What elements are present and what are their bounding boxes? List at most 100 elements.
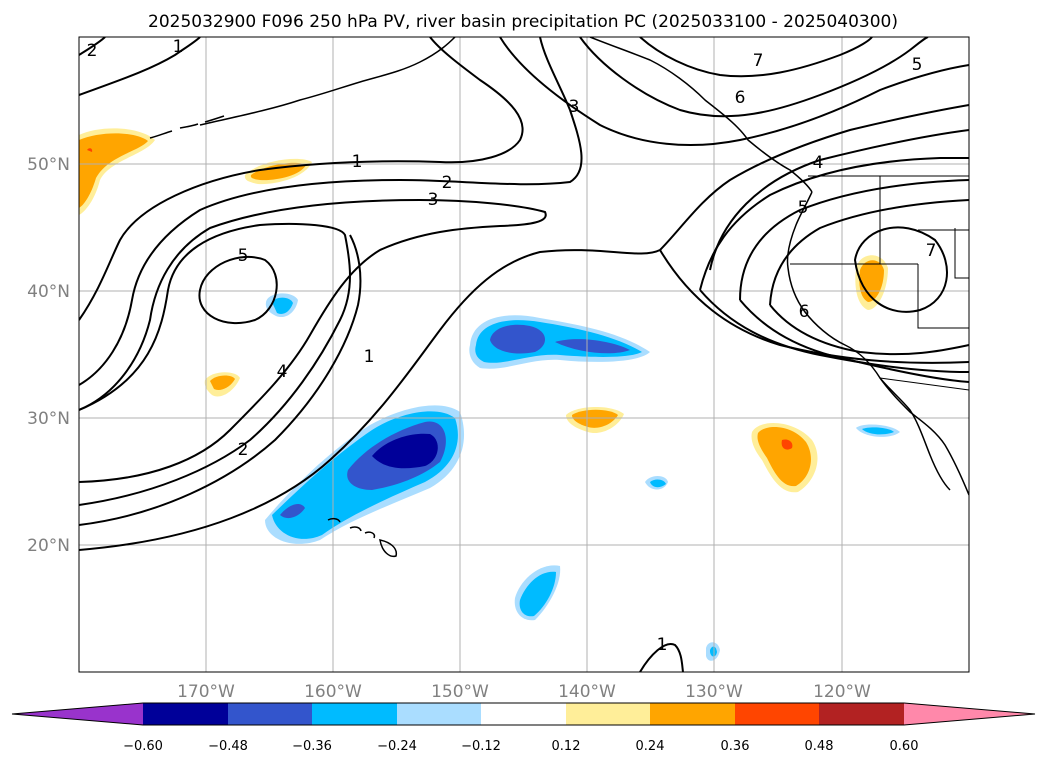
negative-anomaly-region (862, 427, 894, 435)
contour-label: 5 (912, 55, 923, 75)
colorbar-segment (143, 703, 228, 725)
pv-contour (79, 234, 362, 526)
positive-anomaly-region (757, 426, 811, 487)
north-america-west-coastline (786, 191, 969, 496)
contour-label: 7 (926, 241, 937, 261)
us-state-borders (790, 176, 969, 329)
map-frame (78, 36, 970, 673)
lat-label: 50°N (27, 155, 70, 175)
colorbar-outline (11, 702, 1036, 726)
colorbar-segment (650, 703, 735, 725)
positive-anomaly-region (79, 133, 148, 208)
colorbar-segment (312, 703, 397, 725)
contour-label: 6 (799, 302, 810, 322)
pv-contour (579, 37, 929, 118)
lon-label: 160°W (304, 682, 362, 702)
negative-anomaly-region (555, 339, 630, 354)
pv-contour (739, 299, 969, 383)
negative-anomaly-region (280, 504, 305, 519)
colorbar-tick-label: −0.36 (292, 739, 332, 754)
negative-anomaly-region (372, 433, 438, 469)
colorbar-segment (397, 703, 481, 725)
negative-anomaly-region (490, 324, 546, 354)
longitude-labels: 170°W 160°W 150°W 140°W 130°W 120°W (177, 682, 871, 702)
contour-label: 6 (735, 88, 746, 108)
colorbar-segment (481, 703, 566, 725)
pv-contour (79, 37, 106, 56)
pv-contour (499, 37, 969, 146)
pv-contour (769, 199, 969, 306)
colorbar-tick-label: 0.24 (636, 739, 665, 754)
colorbar-segment (735, 703, 819, 725)
colorbar-tick-label: −0.60 (123, 739, 163, 754)
colorbar-extend-high (904, 703, 1035, 725)
aleutian-islands (149, 115, 225, 139)
colorbar-tick-label: 0.12 (552, 739, 581, 754)
pv-contour (639, 643, 684, 672)
contour-label: 2 (442, 173, 453, 193)
contour-label: 1 (364, 347, 375, 367)
latitude-labels: 20°N 30°N 40°N 50°N (27, 155, 70, 556)
pv-contour (79, 37, 201, 96)
borders (790, 175, 969, 391)
pv-contour (79, 37, 583, 386)
pv-contour (79, 222, 351, 506)
lon-label: 120°W (813, 682, 871, 702)
lon-label: 140°W (558, 682, 616, 702)
colorbar-tick-label: 0.36 (721, 739, 750, 754)
contour-label: 1 (173, 37, 184, 57)
pv-contour (659, 104, 969, 251)
pv-contour (853, 226, 948, 313)
contour-label: 1 (657, 635, 668, 655)
negative-anomaly-region (650, 479, 666, 488)
colorbar-segment (819, 703, 904, 725)
colorbar: −0.60 −0.48 −0.36 −0.24 −0.12 0.12 0.24 … (11, 702, 1036, 754)
pv-contours (79, 37, 969, 672)
contour-label: 5 (238, 246, 249, 266)
contour-label: 4 (277, 362, 288, 382)
pv-contour (769, 304, 969, 356)
lat-label: 30°N (27, 409, 70, 429)
lat-label: 20°N (27, 536, 70, 556)
contour-label: 3 (569, 97, 580, 117)
positive-anomaly-region (781, 439, 793, 450)
hawaii-islands (327, 517, 398, 558)
colorbar-tick-label: 0.60 (890, 739, 919, 754)
positive-anomaly-region (87, 148, 93, 152)
lon-label: 170°W (177, 682, 235, 702)
positive-anomaly-region (210, 375, 235, 390)
graticule (79, 37, 969, 672)
contour-labels: 2 1 1 2 3 5 4 2 1 3 7 6 5 4 5 6 7 1 (87, 37, 937, 655)
baja-coastline (879, 377, 951, 491)
pv-contour (659, 249, 969, 364)
contour-label: 4 (813, 153, 824, 173)
pv-contour (699, 157, 969, 291)
contour-label: 1 (352, 152, 363, 172)
colorbar-segment (566, 703, 650, 725)
map-area: 2 1 1 2 3 5 4 2 1 3 7 6 5 4 5 6 7 1 (79, 37, 969, 672)
pv-contour (79, 198, 547, 483)
colorbar-segment (228, 703, 312, 725)
colorbar-extend-low (12, 703, 143, 725)
pv-contour (739, 179, 969, 301)
colorbar-tick-label: −0.48 (208, 739, 248, 754)
contour-label: 2 (87, 41, 98, 61)
negative-anomaly-region (519, 571, 556, 617)
pv-contour (709, 129, 969, 271)
pv-contour (699, 289, 969, 373)
pv-contour (639, 37, 873, 78)
negative-anomaly-region (272, 297, 293, 314)
pv-contour (79, 37, 524, 321)
colorbar-tick-label: −0.24 (377, 739, 417, 754)
figure-title: 2025032900 F096 250 hPa PV, river basin … (148, 12, 898, 32)
contour-label: 3 (428, 190, 439, 210)
lat-label: 40°N (27, 282, 70, 302)
positive-anomaly-region (572, 409, 618, 428)
contour-label: 7 (753, 51, 764, 71)
contour-label: 5 (798, 198, 809, 218)
us-mexico-border (879, 377, 969, 391)
contour-label: 2 (238, 440, 249, 460)
alaska-coastline (199, 37, 456, 126)
colorbar-tick-label: −0.12 (461, 739, 501, 754)
